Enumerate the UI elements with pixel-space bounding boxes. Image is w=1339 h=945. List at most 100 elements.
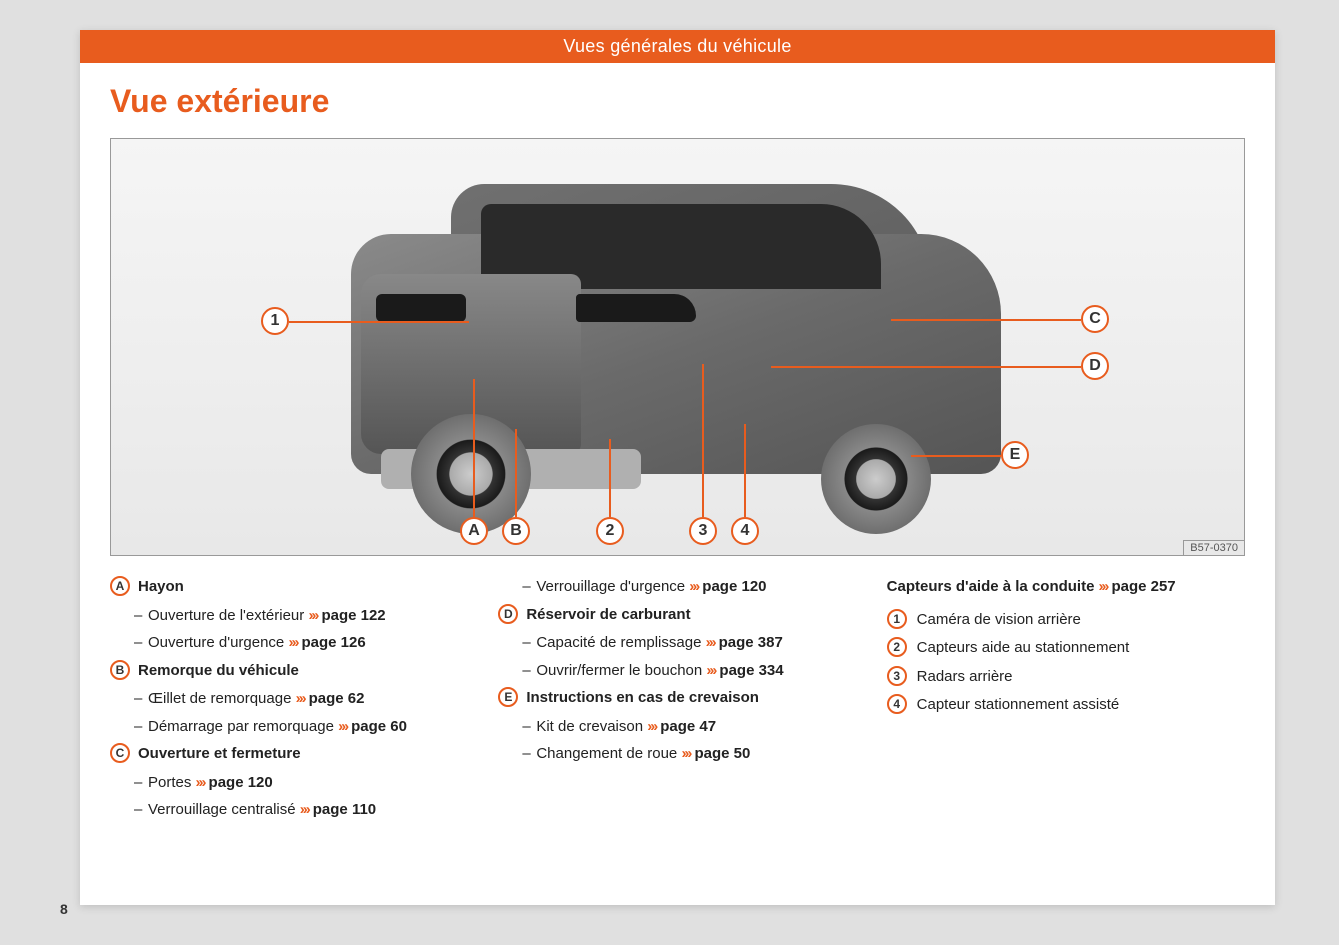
page-ref[interactable]: ›››page 62 [296, 690, 365, 707]
sensor-item-2: 2 Capteurs aide au stationnement [887, 637, 1245, 660]
image-reference-code: B57-0370 [1183, 540, 1244, 555]
marker-D: D [498, 604, 518, 624]
callout-1: 1 [261, 307, 289, 335]
sub-item: Œillet de remorquage ›››page 62 [110, 688, 468, 711]
section-B: B Remorque du véhicule [110, 660, 468, 683]
page-ref[interactable]: ›››page 257 [1098, 576, 1175, 599]
section-D: D Réservoir de carburant [498, 604, 856, 627]
sub-text: Changement de roue [536, 745, 681, 762]
callout-D: D [1081, 352, 1109, 380]
page-ref[interactable]: ›››page 50 [681, 745, 750, 762]
sensor-item-3: 3 Radars arrière [887, 666, 1245, 689]
page-ref[interactable]: ›››page 120 [689, 578, 766, 595]
sub-text: Portes [148, 774, 196, 791]
section-B-title: Remorque du véhicule [138, 660, 299, 683]
page-ref[interactable]: ›››page 47 [647, 718, 716, 735]
sub-item: Verrouillage d'urgence ›››page 120 [498, 576, 856, 599]
callout-line [289, 321, 469, 323]
marker-2: 2 [887, 637, 907, 657]
manual-page: Vues générales du véhicule Vue extérieur… [80, 30, 1275, 905]
chevron-icon: ››› [338, 718, 347, 735]
callout-A: A [460, 517, 488, 545]
marker-E: E [498, 687, 518, 707]
sensors-heading-text: Capteurs d'aide à la conduite [887, 576, 1095, 599]
sub-item: Ouverture de l'extérieur ›››page 122 [110, 605, 468, 628]
page-content: Vue extérieure 1 C D [80, 63, 1275, 827]
content-columns: A Hayon Ouverture de l'extérieur ›››page… [110, 576, 1245, 827]
page-ref[interactable]: ›››page 334 [706, 662, 783, 679]
sensor-item-4: 4 Capteur stationnement assisté [887, 694, 1245, 717]
section-D-title: Réservoir de carburant [526, 604, 690, 627]
sub-item: Ouvrir/fermer le bouchon ›››page 334 [498, 660, 856, 683]
sensor-item-1: 1 Caméra de vision arrière [887, 609, 1245, 632]
page-number: 8 [60, 901, 68, 917]
page-ref[interactable]: ›››page 120 [196, 774, 273, 791]
callout-4: 4 [731, 517, 759, 545]
chevron-icon: ››› [300, 801, 309, 818]
chevron-icon: ››› [706, 634, 715, 651]
sub-text: Ouvrir/fermer le bouchon [536, 662, 706, 679]
page-ref[interactable]: ›››page 122 [308, 607, 385, 624]
sub-text: Ouverture d'urgence [148, 634, 288, 651]
sub-text: Verrouillage centralisé [148, 801, 300, 818]
page-ref[interactable]: ›››page 60 [338, 718, 407, 735]
callout-line [891, 319, 1081, 321]
sensor-text: Radars arrière [917, 666, 1013, 689]
sub-text: Kit de crevaison [536, 718, 647, 735]
chevron-icon: ››› [681, 745, 690, 762]
marker-A: A [110, 576, 130, 596]
sub-item: Portes ›››page 120 [110, 772, 468, 795]
chevron-icon: ››› [706, 662, 715, 679]
callout-2: 2 [596, 517, 624, 545]
header-title: Vues générales du véhicule [563, 36, 791, 56]
marker-C: C [110, 743, 130, 763]
section-C: C Ouverture et fermeture [110, 743, 468, 766]
callout-line [702, 364, 704, 517]
chevron-icon: ››› [288, 634, 297, 651]
sensor-text: Capteur stationnement assisté [917, 694, 1120, 717]
sub-item: Capacité de remplissage ›››page 387 [498, 632, 856, 655]
column-2: Verrouillage d'urgence ›››page 120 D Rés… [498, 576, 856, 827]
chevron-icon: ››› [1098, 578, 1107, 595]
sub-item: Ouverture d'urgence ›››page 126 [110, 632, 468, 655]
callout-line [911, 455, 1001, 457]
callout-line [473, 379, 475, 517]
callout-B: B [502, 517, 530, 545]
callout-E: E [1001, 441, 1029, 469]
callout-line [515, 429, 517, 517]
sub-item: Verrouillage centralisé ›››page 110 [110, 799, 468, 822]
section-A: A Hayon [110, 576, 468, 599]
page-ref[interactable]: ›››page 387 [706, 634, 783, 651]
marker-B: B [110, 660, 130, 680]
chevron-icon: ››› [647, 718, 656, 735]
sub-item: Kit de crevaison ›››page 47 [498, 716, 856, 739]
sub-text: Démarrage par remorquage [148, 718, 338, 735]
sensor-text: Caméra de vision arrière [917, 609, 1081, 632]
sub-text: Capacité de remplissage [536, 634, 705, 651]
marker-1: 1 [887, 609, 907, 629]
sensor-text: Capteurs aide au stationnement [917, 637, 1130, 660]
section-E: E Instructions en cas de crevaison [498, 687, 856, 710]
marker-4: 4 [887, 694, 907, 714]
page-ref[interactable]: ›››page 126 [288, 634, 365, 651]
sub-text: Verrouillage d'urgence [536, 578, 689, 595]
page-title: Vue extérieure [110, 83, 1245, 120]
chevron-icon: ››› [196, 774, 205, 791]
callout-line [744, 424, 746, 517]
sub-item: Changement de roue ›››page 50 [498, 743, 856, 766]
vehicle-figure: 1 C D E A B 2 3 4 B57-0370 [110, 138, 1245, 556]
chevron-icon: ››› [308, 607, 317, 624]
marker-3: 3 [887, 666, 907, 686]
callout-line [609, 439, 611, 517]
callout-3: 3 [689, 517, 717, 545]
header-bar: Vues générales du véhicule [80, 30, 1275, 63]
sub-text: Ouverture de l'extérieur [148, 607, 308, 624]
car-illustration [331, 174, 1031, 524]
column-3: Capteurs d'aide à la conduite ›››page 25… [887, 576, 1245, 827]
sub-text: Œillet de remorquage [148, 690, 296, 707]
callout-C: C [1081, 305, 1109, 333]
section-E-title: Instructions en cas de crevaison [526, 687, 759, 710]
page-ref[interactable]: ›››page 110 [300, 801, 376, 818]
column-1: A Hayon Ouverture de l'extérieur ›››page… [110, 576, 468, 827]
section-A-title: Hayon [138, 576, 184, 599]
